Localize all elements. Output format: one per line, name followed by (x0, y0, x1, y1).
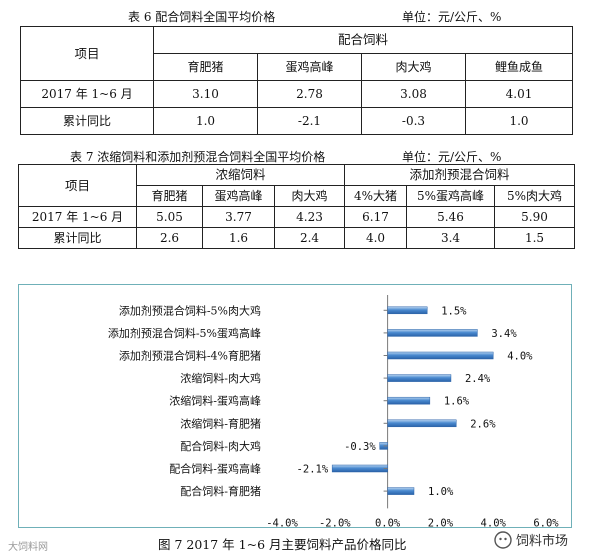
category-label: 浓缩饲料-育肥猪 (180, 416, 261, 430)
wechat-icon (494, 530, 512, 549)
figure-caption: 图 7 2017 年 1~6 月主要饲料产品价格同比 (158, 537, 407, 552)
table6-cell: 4.01 (464, 80, 574, 108)
table7-col-header: 蛋鸡高峰 (202, 185, 275, 207)
bar (387, 351, 494, 360)
table6-cell: 3.10 (153, 80, 258, 108)
table7-cell: 3.4 (406, 227, 496, 249)
table7-cell: 5.46 (406, 206, 496, 228)
table7-col-header: 4%大猪 (344, 185, 408, 207)
table-row: 2017 年 1~6 月 5.05 3.77 4.23 6.17 5.46 5.… (18, 206, 576, 228)
bar-chart: 添加剂预混合饲料-5%肉大鸡 1.5% 添加剂预混合饲料-5%蛋鸡高峰 3.4% 添加剂… (108, 295, 559, 529)
data-label: 1.0% (428, 486, 454, 498)
category-label: 添加剂预混合饲料-5%肉大鸡 (119, 303, 261, 317)
data-label: -2.1% (297, 464, 329, 476)
table7-group-header: 浓缩饲料 (135, 164, 346, 186)
data-label: 2.4% (465, 373, 491, 385)
category-label: 配合饲料-蛋鸡高峰 (169, 462, 261, 476)
bar (387, 306, 428, 315)
table7-group-header: 添加剂预混合饲料 (344, 164, 576, 186)
table-row: 累计同比 1.0 -2.1 -0.3 1.0 (20, 107, 574, 135)
table7-row-label: 2017 年 1~6 月 (18, 206, 137, 228)
table6-col-header: 鲤鱼成鱼 (464, 53, 574, 81)
table7-cell: 1.6 (202, 227, 275, 249)
table7-item-header: 项目 (18, 164, 137, 207)
table7-cell: 6.17 (344, 206, 408, 228)
table6-cell: 2.78 (257, 80, 362, 108)
table7-row-label: 累计同比 (18, 227, 137, 249)
x-tick-label: 6.0% (533, 517, 559, 529)
table7-cell: 2.4 (273, 227, 346, 249)
table7-col-header: 5%肉大鸡 (494, 185, 576, 207)
table6-col-header: 蛋鸡高峰 (257, 53, 362, 81)
table-row: 累计同比 2.6 1.6 2.4 4.0 3.4 1.5 (18, 227, 576, 249)
data-label: 1.5% (441, 305, 467, 317)
table7-caption: 表 7 浓缩饲料和添加剂预混合饲料全国平均价格 (70, 150, 326, 164)
bar (331, 464, 388, 473)
watermark-left: 大饲料网 (8, 542, 48, 553)
table6-item-header: 项目 (20, 26, 154, 81)
category-label: 配合饲料-肉大鸡 (180, 439, 261, 453)
table7-col-header: 育肥猪 (136, 185, 203, 207)
table7-cell: 5.05 (136, 206, 203, 228)
table6-cell: -2.1 (257, 107, 362, 135)
data-label: 1.6% (444, 396, 470, 408)
table6-cell: 1.0 (464, 107, 574, 135)
data-label: 2.6% (470, 418, 496, 430)
table6: 项目 配合饲料 育肥猪 蛋鸡高峰 肉大鸡 鲤鱼成鱼 2017 年 1~6 月 3… (20, 26, 574, 135)
table7-unit: 单位：元/公斤、% (402, 150, 502, 164)
x-tick-label: 4.0% (481, 517, 507, 529)
table6-cell: 1.0 (153, 107, 258, 135)
category-label: 配合饲料-育肥猪 (180, 484, 261, 498)
table6-row-label: 2017 年 1~6 月 (20, 80, 154, 108)
table7-cell: 4.23 (273, 206, 346, 228)
bar (387, 487, 415, 495)
table7-cell: 4.0 (344, 227, 408, 249)
data-label: -0.3% (344, 441, 376, 453)
x-tick-label: -2.0% (319, 517, 351, 529)
data-label: 3.4% (491, 328, 517, 340)
table6-cell: -0.3 (361, 107, 466, 135)
x-tick-label: 2.0% (428, 517, 454, 529)
category-label: 浓缩饲料-蛋鸡高峰 (169, 394, 261, 408)
table7-col-header: 5%蛋鸡高峰 (406, 185, 496, 207)
table7-cell: 1.5 (494, 227, 576, 249)
bar (387, 419, 457, 428)
x-tick-label: 0.0% (375, 517, 401, 529)
table6-unit: 单位：元/公斤、% (402, 10, 502, 24)
chart-frame: 添加剂预混合饲料-5%肉大鸡 1.5% 添加剂预混合饲料-5%蛋鸡高峰 3.4% 添加剂… (18, 284, 572, 529)
table6-col-header: 育肥猪 (153, 53, 258, 81)
table6-cell: 3.08 (361, 80, 466, 108)
watermark-right-text: 饲料市场 (516, 534, 569, 549)
table7-cell: 2.6 (136, 227, 203, 249)
watermark-right: 饲料市场 (494, 530, 568, 549)
bar (387, 374, 452, 382)
table7: 项目 浓缩饲料 添加剂预混合饲料 育肥猪 蛋鸡高峰 肉大鸡 4%大猪 5%蛋鸡高… (18, 164, 576, 249)
bar (387, 329, 478, 337)
table6-row-label: 累计同比 (20, 107, 154, 135)
category-label: 添加剂预混合饲料-4%育肥猪 (119, 349, 261, 363)
table7-cell: 5.90 (494, 206, 576, 228)
category-label: 浓缩饲料-肉大鸡 (180, 371, 261, 385)
data-label: 4.0% (507, 351, 533, 363)
bar (387, 396, 431, 405)
table6-col-header: 肉大鸡 (361, 53, 466, 81)
table6-caption: 表 6 配合饲料全国平均价格 (128, 10, 276, 24)
x-tick-label: -4.0% (266, 517, 298, 529)
table6-group-header: 配合饲料 (152, 26, 574, 54)
table7-col-header: 肉大鸡 (273, 185, 346, 207)
table-row: 2017 年 1~6 月 3.10 2.78 3.08 4.01 (20, 80, 574, 108)
category-label: 添加剂预混合饲料-5%蛋鸡高峰 (108, 326, 261, 340)
table7-cell: 3.77 (202, 206, 275, 228)
